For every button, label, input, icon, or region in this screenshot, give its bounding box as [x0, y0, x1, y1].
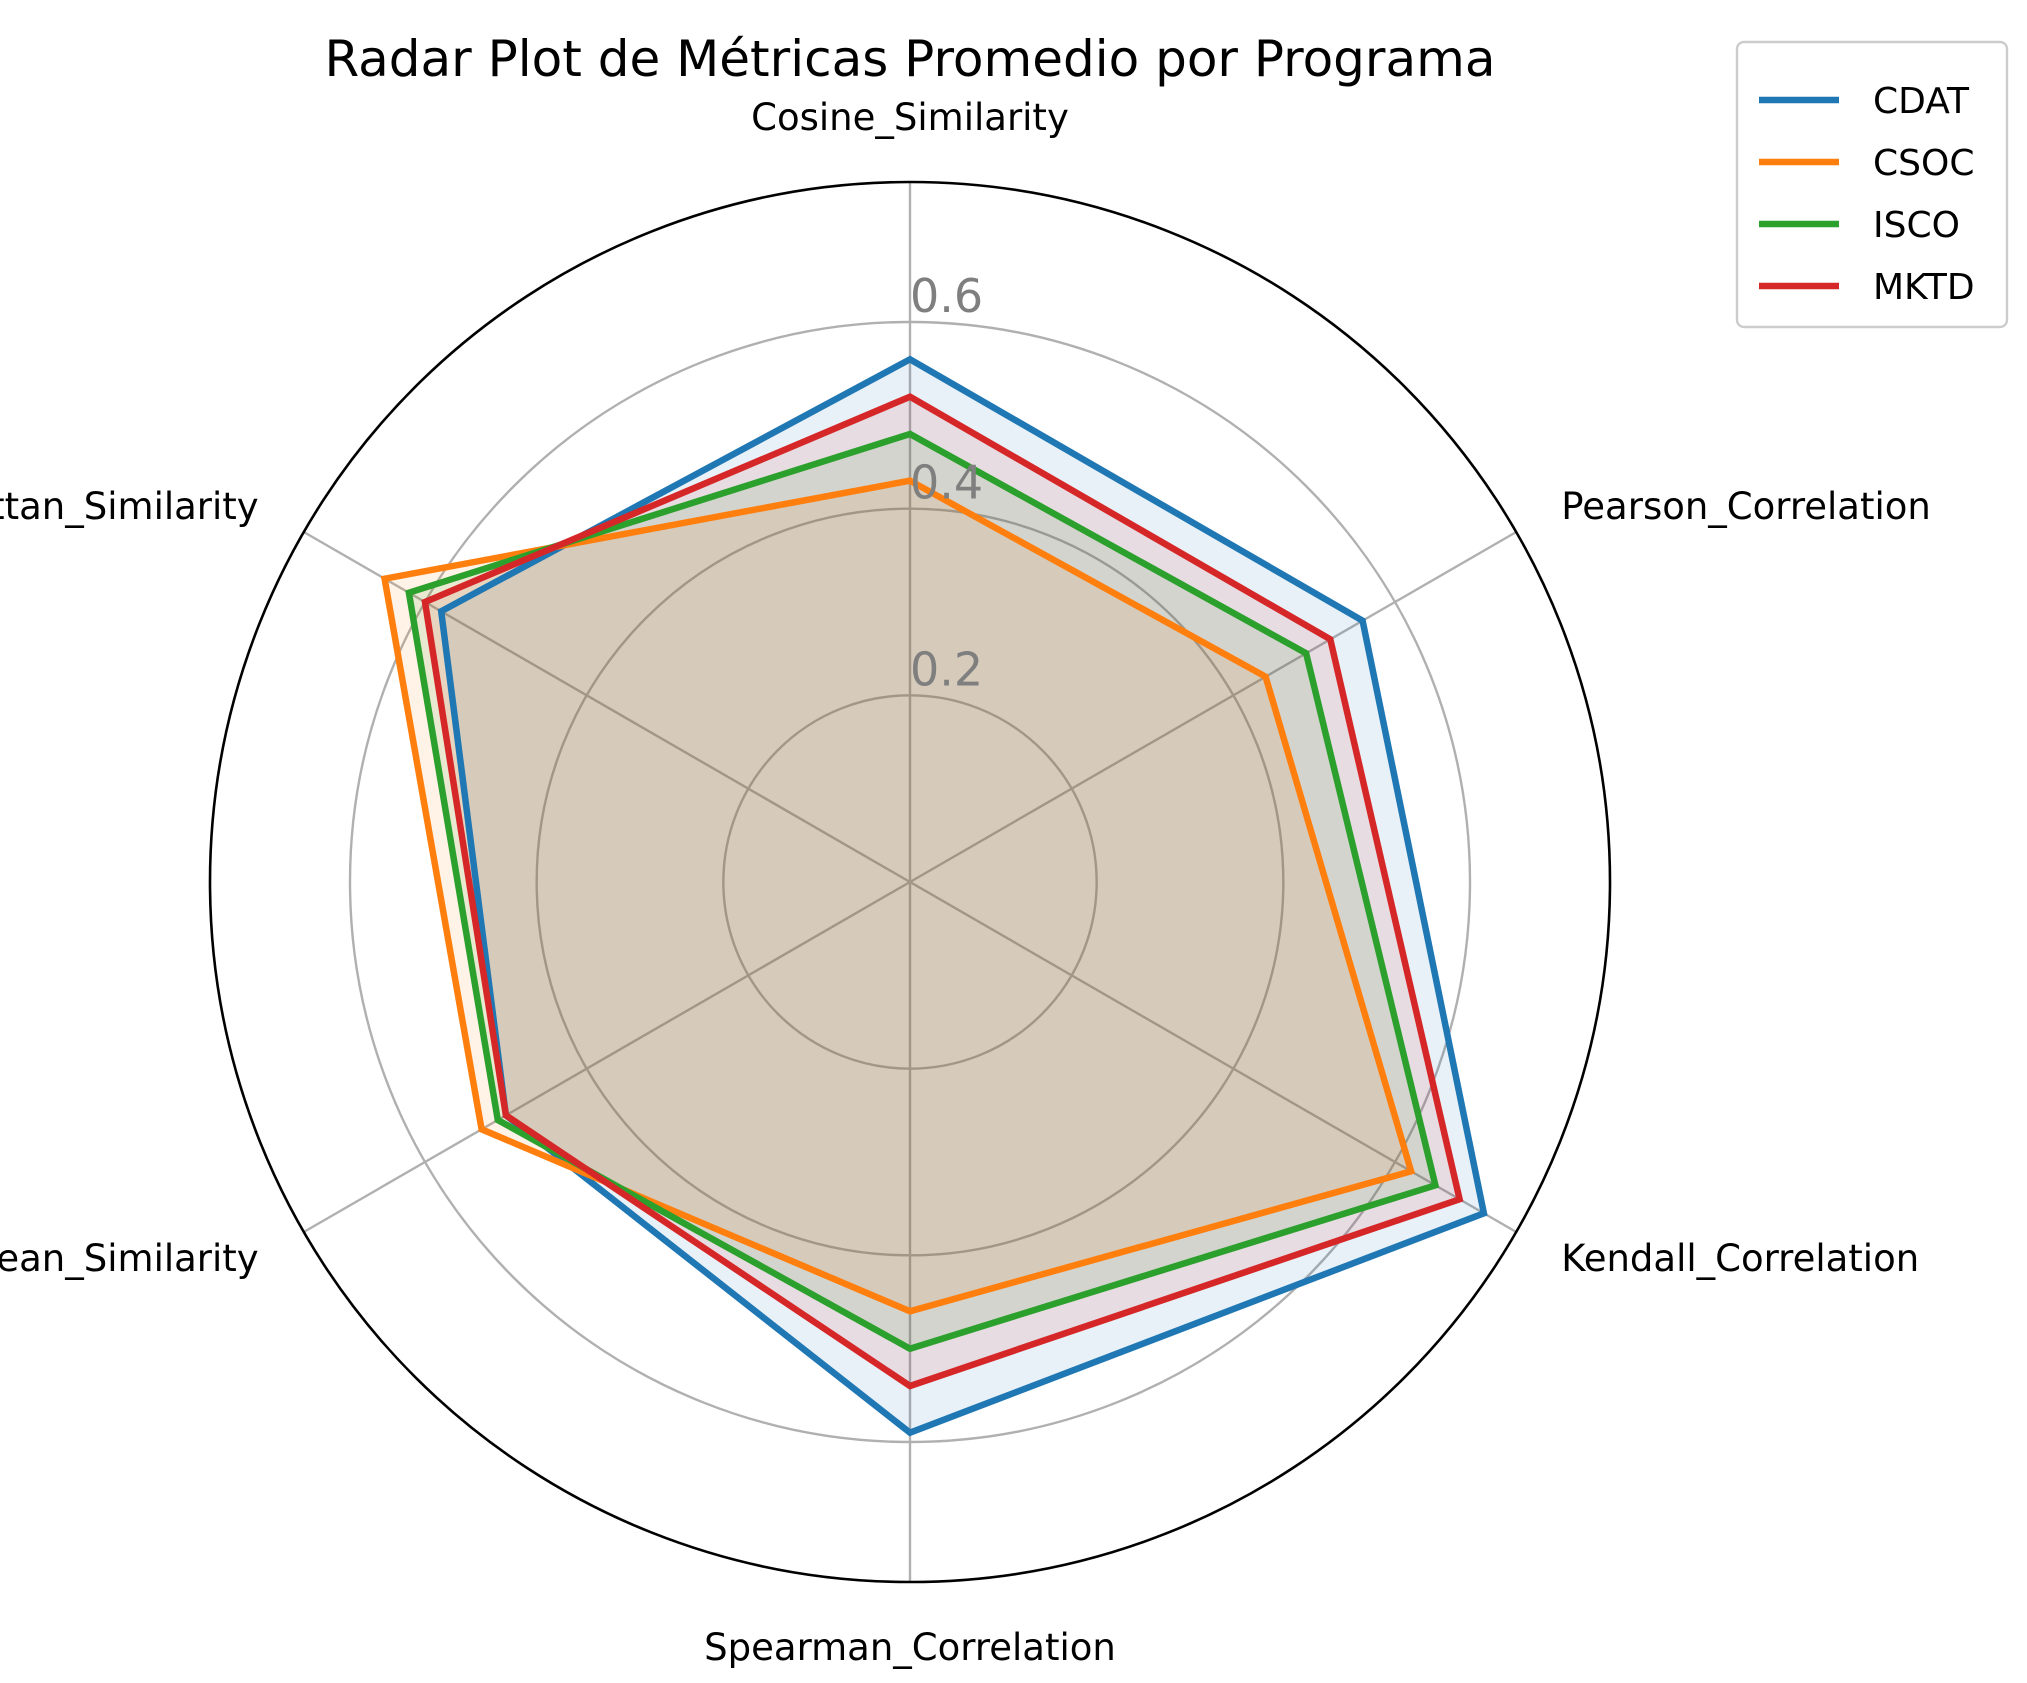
series-line-csoc: [380, 477, 1416, 1315]
grid-layer: [208, 180, 1612, 1584]
series-line-mktd: [421, 393, 1464, 1390]
axis-label-kendall-correlation: Kendall_Correlation: [1561, 1237, 1919, 1280]
series-layer: [380, 355, 1488, 1437]
series-fill-cdat: [441, 359, 1484, 1433]
spoke-pearson-correlation: [909, 530, 1517, 884]
series-line-cdat: [437, 355, 1488, 1437]
legend: CDAT CSOC ISCO MKTD: [1735, 40, 2009, 329]
legend-box: [1735, 40, 2009, 329]
axis-label-spearman-correlation: Spearman_Correlation: [704, 1626, 1116, 1669]
series-fill-csoc: [384, 480, 1412, 1312]
legend-label-cdat: CDAT: [1873, 81, 1970, 122]
axis-label-euclidean-similarity: Euclidean_Similarity: [0, 1237, 259, 1280]
legend-label-isco: ISCO: [1873, 205, 1960, 246]
spoke-kendall-correlation: [909, 880, 1517, 1234]
axis-label-pearson-correlation: Pearson_Correlation: [1561, 485, 1931, 528]
tick-layer: 0.2 0.4 0.6: [910, 269, 983, 696]
r-tick-label-2: 0.4: [910, 456, 983, 510]
chart-title: Radar Plot de Métricas Promedio por Prog…: [325, 30, 1496, 88]
spoke-manhattan-similarity: [303, 530, 911, 884]
r-tick-label-3: 0.6: [910, 269, 983, 323]
legend-label-csoc: CSOC: [1873, 143, 1974, 184]
axis-label-layer: Cosine_Similarity Pearson_Correlation Kend…: [0, 96, 1931, 1669]
axis-label-manhattan-similarity: Manhattan_Similarity: [0, 485, 259, 528]
r-tick-label-1: 0.2: [910, 642, 983, 696]
series-fill-isco: [408, 434, 1436, 1349]
series-line-isco: [405, 430, 1440, 1353]
axis-label-cosine-similarity: Cosine_Similarity: [751, 96, 1069, 139]
outer-frame: [208, 180, 1612, 1584]
legend-label-mktd: MKTD: [1873, 267, 1975, 308]
spoke-euclidean-similarity: [303, 880, 911, 1234]
